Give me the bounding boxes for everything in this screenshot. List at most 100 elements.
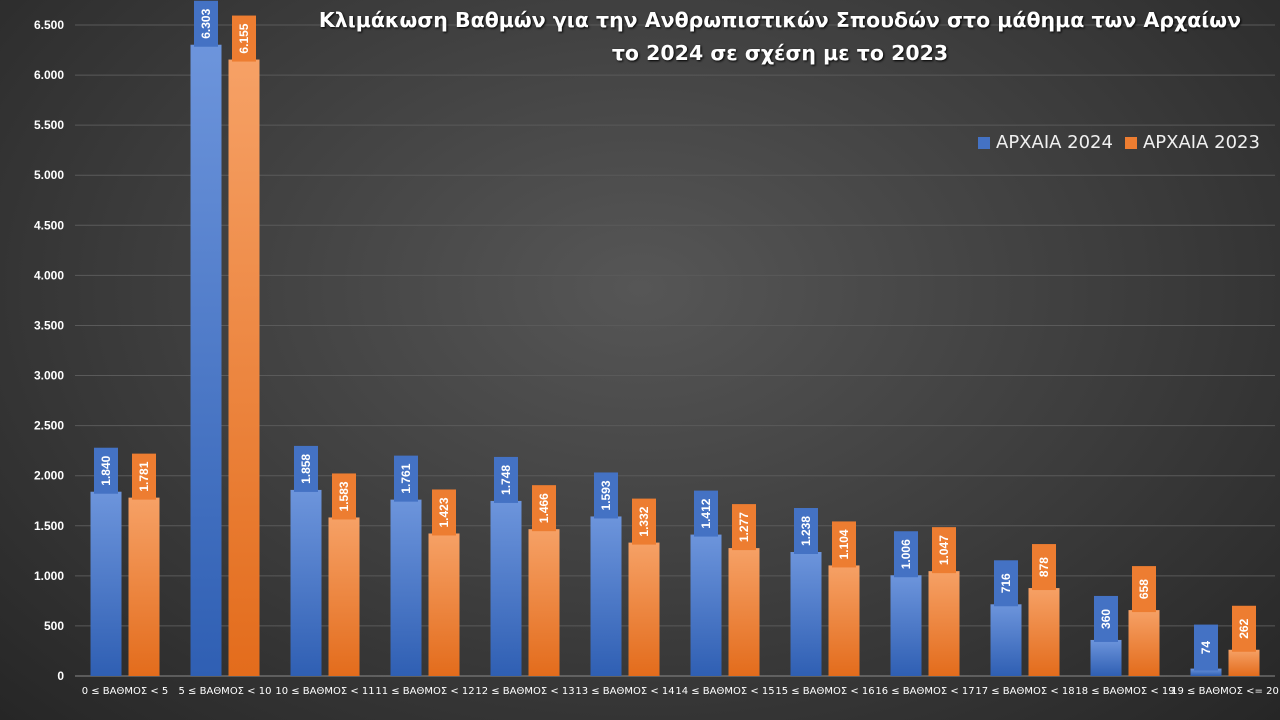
y-tick-label: 6.000 bbox=[34, 68, 64, 82]
chart-title: Κλιμάκωση Βαθμών για την Ανθρωπιστικών Σ… bbox=[280, 4, 1280, 70]
bar-2024 bbox=[990, 604, 1022, 676]
data-label-2024: 1.006 bbox=[899, 539, 913, 569]
data-label-2023: 1.583 bbox=[337, 481, 351, 511]
data-label-box-2024 bbox=[194, 0, 218, 47]
bar-2023 bbox=[1028, 588, 1060, 676]
y-tick-label: 1.000 bbox=[34, 569, 64, 583]
bar-2023 bbox=[328, 517, 360, 676]
x-tick-label: 5 ≤ ΒΑΘΜΟΣ < 10 bbox=[179, 686, 272, 697]
y-tick-label: 5.000 bbox=[34, 168, 64, 182]
y-tick-label: 2.000 bbox=[34, 469, 64, 483]
data-label-box-2024 bbox=[894, 531, 918, 578]
data-label-2024: 1.412 bbox=[699, 498, 713, 528]
legend-item-2024: ΑΡΧΑΙΑ 2024 bbox=[978, 132, 1113, 153]
data-label-box-2024 bbox=[794, 508, 818, 555]
data-label-2024: 716 bbox=[999, 573, 1013, 593]
bar-2024 bbox=[190, 44, 222, 677]
data-label-2023: 262 bbox=[1237, 618, 1251, 638]
data-label-box-2023 bbox=[332, 473, 356, 520]
bar-2023 bbox=[1228, 649, 1260, 676]
y-tick-label: 4.000 bbox=[34, 268, 64, 282]
data-label-box-2024 bbox=[694, 490, 718, 537]
data-label-box-2023 bbox=[832, 521, 856, 568]
x-tick-label: 16 ≤ ΒΑΘΜΟΣ < 17 bbox=[875, 686, 974, 697]
bar-2023 bbox=[1128, 610, 1160, 676]
x-tick-label: 17 ≤ ΒΑΘΜΟΣ < 18 bbox=[975, 686, 1074, 697]
x-tick-label: 15 ≤ ΒΑΘΜΟΣ < 16 bbox=[775, 686, 874, 697]
bar-2024 bbox=[790, 552, 822, 676]
data-label-box-2024 bbox=[394, 455, 418, 502]
data-label-2023: 878 bbox=[1037, 557, 1051, 577]
y-tick-label: 6.500 bbox=[34, 18, 64, 32]
bar-2024 bbox=[390, 499, 422, 676]
data-label-box-2023 bbox=[132, 453, 156, 500]
y-tick-label: 500 bbox=[44, 619, 64, 633]
data-label-2023: 1.466 bbox=[537, 493, 551, 523]
data-label-box-2023 bbox=[532, 485, 556, 532]
bar-2024 bbox=[590, 516, 622, 676]
data-label-box-2024 bbox=[994, 560, 1018, 607]
bar-2023 bbox=[928, 571, 960, 676]
bar-2024 bbox=[290, 489, 322, 676]
bar-2023 bbox=[828, 565, 860, 676]
y-tick-label: 5.500 bbox=[34, 118, 64, 132]
bar-2024 bbox=[490, 500, 522, 676]
x-tick-label: 10 ≤ ΒΑΘΜΟΣ < 11 bbox=[275, 686, 374, 697]
x-tick-label: 11 ≤ ΒΑΘΜΟΣ < 12 bbox=[375, 686, 474, 697]
bar-2024 bbox=[90, 491, 122, 676]
data-label-2023: 1.104 bbox=[837, 529, 851, 559]
legend-label-2023: ΑΡΧΑΙΑ 2023 bbox=[1142, 132, 1260, 153]
x-tick-label: 14 ≤ ΒΑΘΜΟΣ < 15 bbox=[675, 686, 774, 697]
data-label-box-2024 bbox=[494, 456, 518, 503]
data-label-2023: 1.423 bbox=[437, 497, 451, 527]
data-label-2023: 1.277 bbox=[737, 512, 751, 542]
data-label-box-2023 bbox=[1232, 605, 1256, 652]
x-tick-label: 18 ≤ ΒΑΘΜΟΣ < 19 bbox=[1075, 686, 1174, 697]
chart-title-line-1: Κλιμάκωση Βαθμών για την Ανθρωπιστικών Σ… bbox=[318, 8, 1242, 32]
data-label-2024: 74 bbox=[1199, 641, 1213, 655]
data-label-2024: 1.858 bbox=[299, 454, 313, 484]
x-tick-label: 0 ≤ ΒΑΘΜΟΣ < 5 bbox=[82, 686, 169, 697]
data-label-box-2023 bbox=[732, 504, 756, 551]
bar-2023 bbox=[128, 497, 160, 676]
chart-legend: ΑΡΧΑΙΑ 2024 ΑΡΧΑΙΑ 2023 bbox=[978, 132, 1272, 153]
data-label-box-2023 bbox=[932, 527, 956, 574]
y-tick-label: 1.500 bbox=[34, 519, 64, 533]
data-label-2023: 658 bbox=[1137, 579, 1151, 599]
data-label-box-2023 bbox=[432, 489, 456, 536]
data-label-box-2024 bbox=[94, 447, 118, 494]
bar-2024 bbox=[1190, 668, 1222, 676]
data-label-2024: 6.303 bbox=[199, 8, 213, 38]
x-tick-label: 12 ≤ ΒΑΘΜΟΣ < 13 bbox=[475, 686, 574, 697]
y-tick-label: 0 bbox=[57, 669, 64, 683]
data-label-box-2023 bbox=[632, 498, 656, 545]
data-label-box-2023 bbox=[232, 15, 256, 62]
bar-2024 bbox=[890, 575, 922, 676]
x-tick-label: 19 ≤ ΒΑΘΜΟΣ <= 20 bbox=[1171, 686, 1279, 697]
legend-swatch-2024 bbox=[978, 136, 990, 149]
bar-2024 bbox=[1090, 639, 1122, 676]
chart-title-line-2: το 2024 σε σχέση με το 2023 bbox=[611, 41, 949, 65]
legend-label-2024: ΑΡΧΑΙΑ 2024 bbox=[996, 132, 1113, 153]
bar-2023 bbox=[428, 533, 460, 676]
data-label-box-2024 bbox=[1094, 595, 1118, 642]
y-tick-label: 3.500 bbox=[34, 318, 64, 332]
data-label-2024: 1.593 bbox=[599, 480, 613, 510]
data-label-box-2024 bbox=[1194, 624, 1218, 671]
bar-2023 bbox=[728, 548, 760, 676]
data-label-2024: 1.748 bbox=[499, 465, 513, 495]
bar-2023 bbox=[528, 529, 560, 676]
data-label-box-2024 bbox=[594, 472, 618, 519]
data-label-box-2024 bbox=[294, 445, 318, 492]
data-label-2023: 1.781 bbox=[137, 461, 151, 491]
legend-swatch-2023 bbox=[1124, 136, 1137, 149]
legend-item-2023: ΑΡΧΑΙΑ 2023 bbox=[1124, 132, 1260, 153]
data-label-2024: 1.761 bbox=[399, 463, 413, 493]
data-label-2023: 1.332 bbox=[637, 506, 651, 536]
bar-2023 bbox=[228, 59, 260, 676]
data-label-2024: 1.238 bbox=[799, 516, 813, 546]
data-label-box-2023 bbox=[1032, 544, 1056, 591]
bar-2024 bbox=[690, 534, 722, 676]
